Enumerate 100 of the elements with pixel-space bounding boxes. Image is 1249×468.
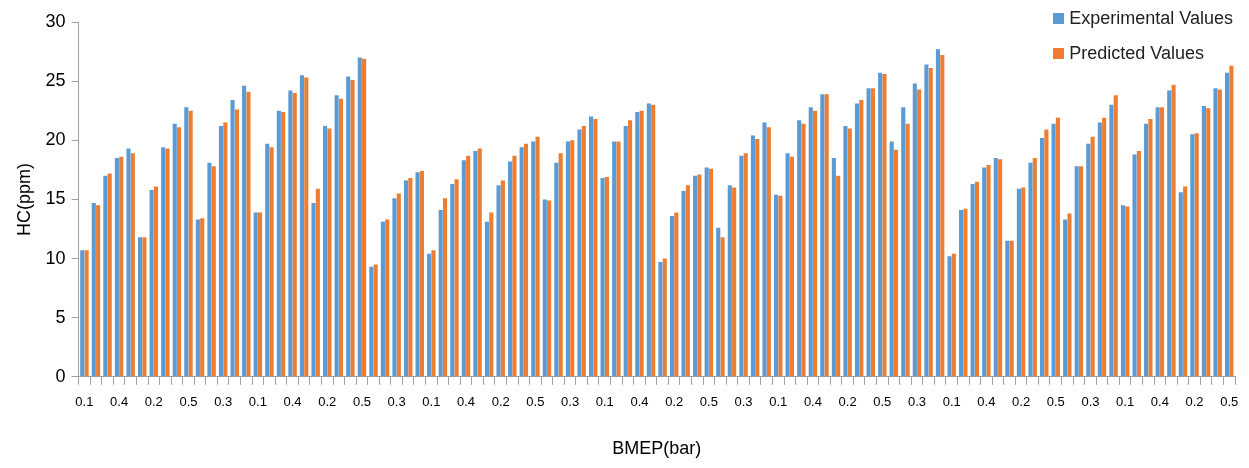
bar <box>172 123 177 377</box>
bar <box>323 126 328 377</box>
x-tick-label: 0.2 <box>491 394 510 410</box>
bar <box>635 111 640 377</box>
bar <box>600 178 605 377</box>
bar <box>593 118 598 377</box>
bar <box>80 250 85 377</box>
bar <box>1051 123 1056 377</box>
bar <box>1097 122 1102 377</box>
bar <box>362 58 367 377</box>
bar <box>743 153 748 377</box>
bar <box>1171 84 1176 377</box>
bar <box>959 210 964 377</box>
bar <box>477 148 482 377</box>
bar <box>1217 89 1222 377</box>
bar <box>778 195 783 377</box>
bar <box>276 110 281 377</box>
bar <box>581 126 586 377</box>
bar <box>674 212 679 377</box>
bar <box>380 221 385 377</box>
bar <box>963 208 968 377</box>
x-tick-label: 0.3 <box>907 394 927 410</box>
bar <box>1178 192 1183 377</box>
bar <box>531 141 536 377</box>
x-tick-label: 0.2 <box>1012 394 1031 410</box>
bar <box>662 258 667 377</box>
bar <box>604 176 609 377</box>
x-tick-label: 0.3 <box>214 394 233 410</box>
bar <box>882 74 887 377</box>
bar <box>350 79 355 377</box>
bar <box>1194 133 1199 377</box>
bar <box>103 175 108 377</box>
x-tick-label: 0.3 <box>1081 394 1100 410</box>
bar <box>473 150 478 377</box>
y-tick-label: 10 <box>45 247 66 268</box>
bar <box>947 256 952 377</box>
bar <box>685 185 690 377</box>
bar <box>1028 162 1033 377</box>
x-axis-title: BMEP(bar) <box>612 438 702 459</box>
bar <box>195 219 200 377</box>
x-tick-label: 0.4 <box>977 394 996 410</box>
bar <box>188 110 193 377</box>
bar <box>1039 137 1045 377</box>
bar <box>338 98 344 377</box>
bar <box>1120 205 1126 377</box>
bar <box>311 202 316 377</box>
bar <box>623 126 628 377</box>
bar <box>1009 240 1014 377</box>
bar <box>489 212 494 377</box>
bar <box>1005 240 1010 377</box>
bar <box>149 189 154 377</box>
legend-label: Predicted Values <box>1069 43 1204 64</box>
bar <box>346 76 351 377</box>
bar <box>669 215 675 377</box>
bar <box>993 158 998 377</box>
bar <box>905 123 910 377</box>
bar <box>639 110 644 377</box>
bar <box>161 147 166 377</box>
bar <box>512 155 517 377</box>
bar <box>808 107 813 377</box>
bar <box>774 194 779 377</box>
bar <box>917 89 922 377</box>
x-tick-label: 0.2 <box>665 394 684 410</box>
bar <box>554 162 559 377</box>
bar <box>986 165 991 377</box>
bar <box>500 180 505 377</box>
bar <box>281 111 286 377</box>
bar <box>415 172 420 377</box>
bar <box>1086 143 1091 377</box>
bar <box>96 205 101 377</box>
bar <box>242 85 247 377</box>
bar <box>854 103 860 377</box>
bar <box>315 188 320 377</box>
bar <box>542 199 547 377</box>
bar <box>288 90 293 377</box>
bar <box>878 72 883 377</box>
bar <box>373 264 378 377</box>
bar <box>801 123 806 377</box>
x-tick-label: 0.5 <box>1046 394 1065 410</box>
bar <box>866 88 871 377</box>
bar <box>200 218 205 377</box>
bar <box>257 212 263 377</box>
bar <box>935 49 941 377</box>
bar <box>523 143 529 377</box>
y-tick-label: 5 <box>55 306 66 327</box>
bar <box>223 122 228 377</box>
bar <box>450 184 455 377</box>
y-tick-label: 15 <box>45 188 66 209</box>
bar <box>438 210 443 377</box>
x-tick-label: 0.5 <box>873 394 892 410</box>
bar <box>454 179 459 377</box>
bar <box>392 198 397 377</box>
x-tick-label: 0.2 <box>838 394 857 410</box>
bar <box>912 83 917 377</box>
legend-label: Experimental Values <box>1069 8 1233 29</box>
x-tick-label: 0.3 <box>734 394 753 410</box>
bar <box>847 128 852 377</box>
bar <box>940 55 945 377</box>
bar <box>334 95 339 377</box>
bar <box>697 174 702 377</box>
